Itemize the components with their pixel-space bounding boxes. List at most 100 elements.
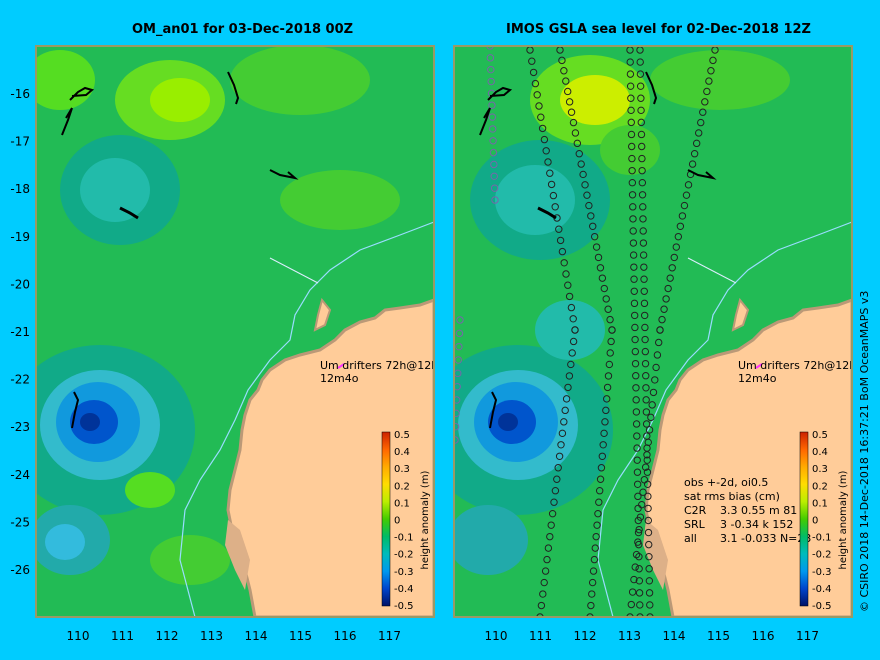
altimeter-observation [562,270,570,278]
anomaly-high-core [150,78,210,122]
altimeter-observation [627,106,635,115]
altimeter-observation [541,567,550,575]
altimeter-observation [628,166,636,175]
altimeter-observation [636,70,645,78]
lon-tick-label: 115 [289,629,312,643]
altimeter-observation [640,476,649,484]
altimeter-observation [674,232,683,241]
altimeter-observation [454,409,460,418]
altimeter-observation [596,264,605,272]
lon-tick-label: 111 [111,629,134,643]
altimeter-observation [558,247,567,256]
altimeter-observation [629,203,637,211]
altimeter-observation [635,589,644,597]
colorbar-tick-label: -0.5 [394,601,414,612]
altimeter-observation [529,68,538,77]
colorbar-tick-label: -0.2 [394,550,414,561]
altimeter-observation [648,401,656,409]
altimeter-observation [628,179,637,187]
transect-line [269,257,319,284]
altimeter-observation [628,154,636,163]
lat-tick-label: -26 [10,563,30,577]
altimeter-observation [631,323,639,332]
lon-tick-label: 112 [156,629,179,643]
altimeter-observation [678,212,687,220]
altimeter-observation [588,578,597,587]
lon-tick-label: 114 [245,629,268,643]
altimeter-observation [701,98,709,106]
altimeter-observation [647,413,655,422]
altimeter-observation [599,441,607,449]
altimeter-observation [635,525,643,534]
altimeter-observation [632,420,641,428]
altimeter-observation [644,528,653,537]
altimeter-observation [638,154,646,163]
lon-tick-label: 113 [200,629,223,643]
altimeter-observation [670,253,678,262]
altimeter-observation [709,56,717,65]
altimeter-observation [555,225,563,233]
altimeter-observation [703,87,711,96]
drifter-track [269,169,299,180]
altimeter-observation [705,77,713,85]
anomaly-low [454,505,528,575]
altimeter-observation [488,113,497,121]
altimeter-observation [601,418,609,426]
lon-tick-label: 115 [707,629,730,643]
altimeter-observation [528,57,536,65]
altimeter-observation [607,337,615,346]
legend-drifters-sub: 12m4o [320,372,359,385]
altimeter-observation [641,463,650,471]
altimeter-observation [639,239,648,247]
legend-drifters-sub: 12m4o [738,372,777,385]
altimeter-observation [598,452,607,460]
altimeter-observation [699,108,707,116]
lat-tick-label: -20 [10,277,30,291]
anomaly-minimum [498,413,518,431]
altimeter-observation [630,263,638,271]
altimeter-observation [554,464,562,472]
lon-tick-label: 110 [67,629,90,643]
altimeter-observation [490,172,498,181]
altimeter-observation [633,468,642,476]
altimeter-observation [590,232,599,241]
colorbar-tick-label: 0.5 [812,430,828,441]
altimeter-observation [639,251,648,259]
altimeter-observation [569,315,577,323]
altimeter-observation [581,181,589,189]
altimeter-observation [631,563,639,571]
altimeter-observation [628,142,636,151]
altimeter-observation [605,360,614,369]
altimeter-observation [533,91,541,99]
altimeter-observation [565,292,574,301]
colorbar-tick-label: -0.1 [812,533,832,544]
colorbar-tick-label: 0.3 [394,464,410,475]
altimeter-observation [540,135,549,144]
altimeter-observation [640,275,648,283]
altimeter-observation [633,480,642,488]
anomaly-low-core [80,158,150,222]
altimeter-observation [588,590,596,598]
altimeter-observation [603,383,612,392]
altimeter-observation [604,305,612,313]
altimeter-observation [635,552,643,561]
altimeter-observation [660,305,668,313]
legend-drifter-marker [755,363,763,369]
altimeter-observation [542,147,550,155]
altimeter-observation [602,295,610,303]
anomaly-low [535,300,605,360]
right-map-panel: Um drifters 72h@12h 12m4o obs +-2d, oi0.… [454,46,852,617]
colorbar-tick-label: 0.3 [812,464,828,475]
right-panel-frame [453,45,853,618]
altimeter-observation [551,203,559,211]
longitude-ticks-right: 110 111 112 113 114 115 116 117 [485,629,819,643]
altimeter-observation [692,139,701,148]
altimeter-observation [682,191,691,199]
colorbar-tick-label: 0.5 [394,430,410,441]
altimeter-observation [629,251,638,259]
altimeter-observation [638,191,647,199]
altimeter-observation [531,79,540,88]
stats-row-vals: 3.3 0.55 m 81 [720,504,797,517]
altimeter-observation [589,222,597,230]
altimeter-observation [555,452,564,460]
